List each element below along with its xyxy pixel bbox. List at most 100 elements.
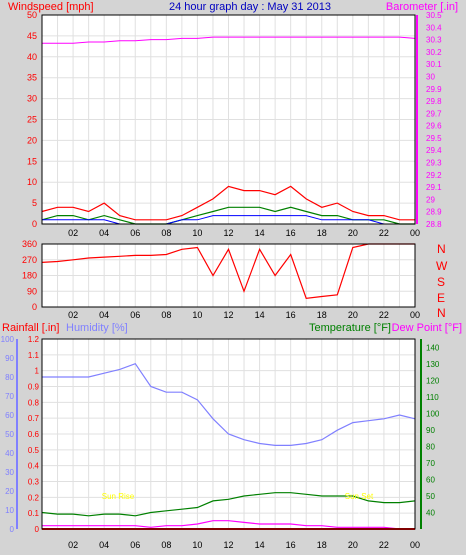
barometer-tick-label: 30.5 bbox=[426, 11, 442, 20]
compass-e: E bbox=[437, 291, 445, 305]
barometer-tick-label: 29.7 bbox=[426, 109, 442, 118]
temperature-tick-label: 100 bbox=[426, 409, 440, 418]
time-tick-label: 14 bbox=[255, 540, 265, 550]
direction-tick-label: 270 bbox=[22, 255, 37, 265]
time-tick-label: 08 bbox=[161, 310, 171, 320]
wind-tick-label: 40 bbox=[27, 52, 37, 62]
barometer-series-line bbox=[42, 36, 416, 44]
time-tick-label: 06 bbox=[130, 228, 140, 238]
time-tick-label: 12 bbox=[223, 540, 233, 550]
dewpoint-series-line bbox=[42, 520, 415, 530]
time-tick-label: 06 bbox=[130, 310, 140, 320]
humidity-tick-label: 40 bbox=[5, 449, 14, 458]
compass-n-bottom: N bbox=[437, 306, 446, 320]
humidity-tick-label: 50 bbox=[5, 430, 14, 439]
time-tick-label: 02 bbox=[68, 228, 78, 238]
time-tick-label: 08 bbox=[161, 540, 171, 550]
barometer-tick-label: 30 bbox=[426, 72, 435, 81]
wind-tick-label: 30 bbox=[27, 94, 37, 104]
humidity-tick-label: 30 bbox=[5, 468, 14, 477]
time-tick-label: 18 bbox=[317, 540, 327, 550]
time-tick-label: 10 bbox=[192, 540, 202, 550]
dewpoint-axis-label: Dew Point [°F] bbox=[392, 322, 462, 334]
time-tick-label: 08 bbox=[161, 228, 171, 238]
time-tick-label: 22 bbox=[379, 228, 389, 238]
barometer-tick-label: 29.1 bbox=[426, 183, 442, 192]
time-tick-label: 04 bbox=[99, 310, 109, 320]
rain-tick-label: 0.6 bbox=[28, 430, 40, 439]
humidity-axis-label: Humidity [%] bbox=[66, 322, 128, 334]
direction-tick-label: 360 bbox=[22, 239, 37, 249]
temperature-series-line bbox=[41, 492, 416, 517]
rain-tick-label: 1.2 bbox=[28, 335, 40, 344]
wind-tick-label: 15 bbox=[27, 156, 37, 166]
barometer-axis-label: Barometer [.in] bbox=[386, 1, 458, 13]
rain-tick-label: 0.7 bbox=[28, 414, 40, 423]
humidity-tick-label: 100 bbox=[1, 335, 15, 344]
rain-tick-label: 0.1 bbox=[28, 509, 40, 518]
time-tick-label: 00 bbox=[410, 540, 420, 550]
compass-n-top: N bbox=[437, 242, 446, 256]
direction-tick-label: 0 bbox=[32, 302, 37, 312]
humidity-tick-label: 70 bbox=[5, 392, 14, 401]
rain-tick-label: 1 bbox=[35, 367, 40, 376]
time-tick-label: 02 bbox=[68, 310, 78, 320]
rain-tick-label: 0.3 bbox=[28, 478, 40, 487]
direction-tick-label: 180 bbox=[22, 271, 37, 281]
humidity-tick-label: 10 bbox=[5, 506, 14, 515]
time-tick-label: 00 bbox=[410, 310, 420, 320]
barometer-tick-label: 29.3 bbox=[426, 159, 442, 168]
time-tick-label: 20 bbox=[348, 228, 358, 238]
rainfall-axis-label: Rainfall [.in] bbox=[2, 322, 59, 334]
temperature-tick-label: 130 bbox=[426, 360, 440, 369]
wind-series-line bbox=[41, 185, 415, 221]
time-tick-label: 14 bbox=[255, 228, 265, 238]
barometer-tick-label: 28.9 bbox=[426, 208, 442, 217]
wind-tick-label: 5 bbox=[32, 198, 37, 208]
time-tick-label: 22 bbox=[379, 310, 389, 320]
wind-tick-label: 45 bbox=[27, 31, 37, 41]
direction-tick-label: 90 bbox=[27, 286, 37, 296]
compass-w: W bbox=[436, 259, 448, 273]
barometer-tick-label: 28.8 bbox=[426, 220, 442, 229]
barometer-tick-label: 30.2 bbox=[426, 48, 442, 57]
time-tick-label: 10 bbox=[192, 228, 202, 238]
humidity-tick-label: 60 bbox=[5, 411, 14, 420]
rain-tick-label: 0.9 bbox=[28, 383, 40, 392]
time-tick-label: 12 bbox=[223, 228, 233, 238]
humidity-tick-label: 90 bbox=[5, 354, 14, 363]
humidity-tick-label: 0 bbox=[10, 525, 15, 534]
time-tick-label: 04 bbox=[99, 540, 109, 550]
wind-tick-label: 20 bbox=[27, 135, 37, 145]
barometer-tick-label: 29 bbox=[426, 195, 435, 204]
avg-wind-series-line bbox=[42, 215, 415, 225]
barometer-tick-label: 29.2 bbox=[426, 171, 442, 180]
barometer-tick-label: 30.4 bbox=[426, 23, 442, 32]
sunrise-label: Sun Rise bbox=[102, 492, 135, 501]
wind-tick-label: 35 bbox=[27, 73, 37, 83]
rain-tick-label: 0.2 bbox=[28, 493, 40, 502]
rain-tick-label: 0.4 bbox=[28, 462, 40, 471]
rain-tick-label: 1.1 bbox=[28, 351, 40, 360]
humidity-tick-label: 20 bbox=[5, 487, 14, 496]
axes-layer: 0202020404040606060808081010101212121414… bbox=[1, 10, 442, 550]
rain-tick-label: 0 bbox=[35, 525, 40, 534]
barometer-tick-label: 30.3 bbox=[426, 36, 442, 45]
temperature-tick-label: 120 bbox=[426, 376, 440, 385]
time-tick-label: 20 bbox=[348, 540, 358, 550]
time-tick-label: 10 bbox=[192, 310, 202, 320]
chart-title: 24 hour graph day : May 31 2013 bbox=[169, 1, 331, 13]
time-tick-label: 20 bbox=[348, 310, 358, 320]
barometer-tick-label: 29.8 bbox=[426, 97, 442, 106]
time-tick-label: 02 bbox=[68, 540, 78, 550]
barometer-tick-label: 29.5 bbox=[426, 134, 442, 143]
wind-tick-label: 50 bbox=[27, 10, 37, 20]
wind-axis-label: Windspeed [mph] bbox=[8, 1, 94, 13]
time-tick-label: 16 bbox=[286, 228, 296, 238]
direction-series-line bbox=[41, 243, 415, 299]
rain-tick-label: 0.5 bbox=[28, 446, 40, 455]
panel-border bbox=[41, 338, 416, 530]
temperature-axis-label: Temperature [°F] bbox=[309, 322, 391, 334]
